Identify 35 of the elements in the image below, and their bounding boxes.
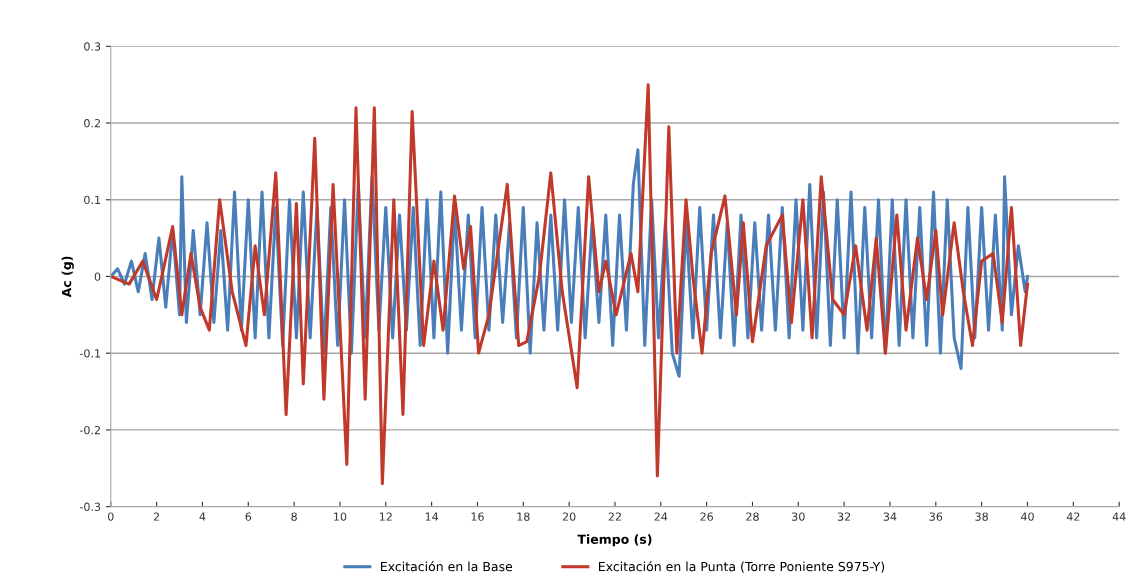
x-tick-label: 8	[291, 512, 297, 521]
x-tick-label: 34	[883, 512, 897, 521]
y-tick-label: 0	[94, 272, 101, 281]
x-tick-label: 22	[608, 512, 621, 521]
x-axis-title: Tiempo (s)	[577, 534, 652, 547]
x-tick-label: 30	[792, 512, 805, 521]
x-tick-label: 16	[471, 512, 484, 521]
line-series	[110, 83, 1030, 486]
x-tick-label: 38	[975, 512, 988, 521]
x-tick-label: 42	[1066, 512, 1080, 521]
x-tick-label: 14	[425, 512, 439, 521]
x-tick-label: 0	[107, 512, 114, 521]
x-tick-label: 4	[199, 512, 206, 521]
x-tick-label: 6	[245, 512, 252, 521]
x-tick-label: 32	[837, 512, 851, 521]
y-axis-title: Ac (g)	[61, 256, 74, 298]
x-tick-label: 2	[153, 512, 160, 521]
x-tick-label: 12	[379, 512, 392, 521]
x-tick-label: 24	[654, 512, 668, 521]
x-tick-label: 28	[746, 512, 759, 521]
x-tick-label: 18	[517, 512, 530, 521]
legend-label: Excitación en la Punta (Torre Poniente S975-Y)	[599, 561, 885, 573]
x-tick-label: 44	[1112, 512, 1126, 521]
y-tick-label: -0.1	[79, 349, 101, 358]
x-tick-label: 26	[700, 512, 714, 521]
legend-label: Excitación en la Base	[381, 561, 513, 572]
y-tick-label: 0.2	[84, 119, 100, 128]
x-tick-label: 36	[929, 512, 943, 521]
y-tick-label: -0.2	[79, 425, 100, 435]
x-tick-label: 20	[562, 512, 576, 521]
y-tick-label: -0.3	[79, 502, 101, 511]
x-tick-label: 10	[334, 512, 347, 521]
y-tick-label: 0.3	[84, 42, 101, 51]
x-tick-label: 40	[1020, 512, 1034, 521]
y-tick-label: 0.1	[84, 195, 101, 205]
